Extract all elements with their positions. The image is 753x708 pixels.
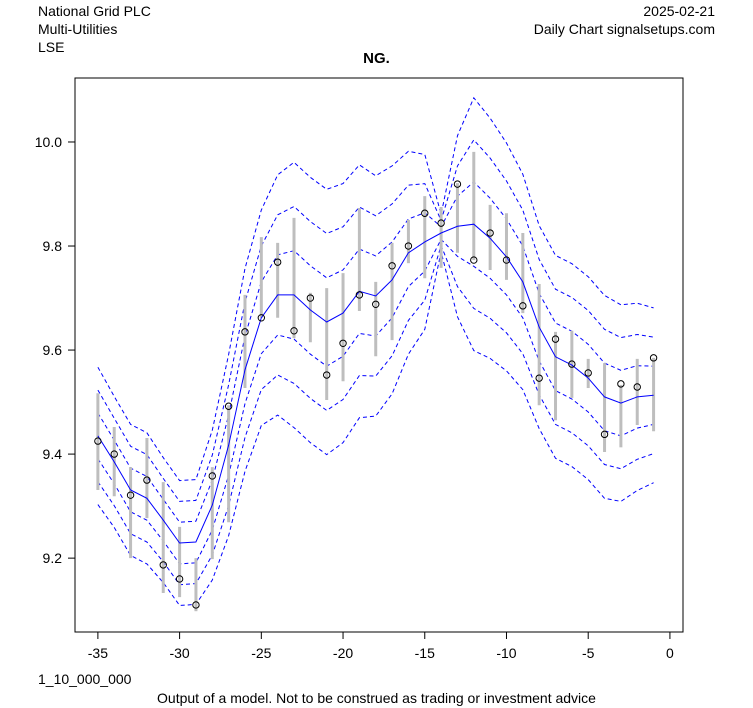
close-point: [339, 339, 347, 347]
y-tick-label: 9.8: [43, 238, 63, 254]
model-code: 1_10_000_000: [38, 671, 132, 687]
close-point: [421, 209, 429, 217]
close-point: [568, 360, 576, 368]
close-point: [257, 314, 266, 322]
x-tick-label: -35: [88, 645, 108, 661]
close-point: [126, 491, 135, 499]
company-name: National Grid PLC: [38, 3, 151, 19]
plot-frame: [74, 77, 684, 633]
close-point: [388, 262, 396, 270]
close-point: [372, 300, 380, 308]
close-point: [208, 472, 216, 480]
y-tick-label: 10.0: [35, 134, 62, 150]
close-point: [273, 258, 282, 266]
band-line-upper-1: [97, 181, 654, 523]
close-point: [633, 383, 641, 391]
close-point: [192, 601, 200, 609]
close-point: [306, 294, 315, 302]
close-point: [437, 219, 445, 227]
close-point: [175, 575, 184, 583]
close-point: [224, 402, 233, 410]
chart-date: 2025-02-21: [643, 3, 715, 19]
chart-title: NG.: [363, 50, 390, 67]
close-point: [600, 430, 609, 439]
exchange-label: LSE: [38, 39, 65, 55]
close-point: [159, 561, 167, 569]
x-tick-label: 0: [666, 645, 674, 661]
center-line: [97, 223, 654, 544]
close-point: [502, 256, 511, 264]
close-point: [322, 371, 331, 379]
close-point: [584, 369, 592, 377]
y-tick-label: 9.4: [43, 446, 63, 462]
x-tick-label: -20: [333, 645, 353, 661]
close-point: [486, 229, 494, 237]
close-point: [617, 380, 625, 388]
close-point: [355, 291, 364, 299]
y-tick-label: 9.2: [43, 550, 63, 566]
close-point: [110, 450, 118, 458]
x-tick-label: -5: [582, 645, 595, 661]
close-point: [649, 354, 658, 362]
close-point: [519, 302, 527, 310]
close-point: [470, 256, 478, 264]
close-point: [404, 242, 413, 250]
close-point: [535, 374, 543, 382]
band-line-upper-2: [97, 139, 654, 502]
close-point: [551, 335, 560, 343]
y-tick-label: 9.6: [43, 342, 63, 358]
x-tick-label: -10: [496, 645, 516, 661]
close-point: [94, 437, 102, 445]
disclaimer: Output of a model. Not to be construed a…: [157, 690, 596, 706]
x-tick-label: -15: [415, 645, 435, 661]
chart-source: Daily Chart signalsetups.com: [533, 21, 715, 37]
band-line-lower-3: [97, 251, 654, 607]
x-tick-label: -25: [251, 645, 271, 661]
close-point: [453, 180, 462, 188]
close-point: [290, 327, 298, 335]
close-point: [143, 476, 151, 484]
close-point: [241, 328, 249, 336]
x-tick-label: -30: [169, 645, 189, 661]
sector-label: Multi-Utilities: [38, 21, 118, 37]
